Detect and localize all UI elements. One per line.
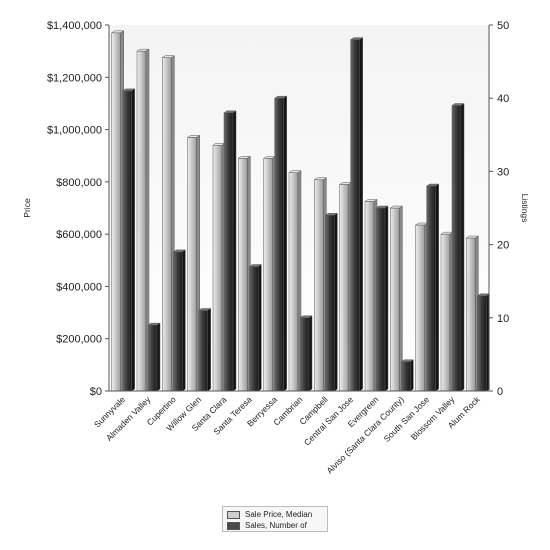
sales-bar <box>197 308 212 392</box>
price-bar <box>313 177 328 392</box>
price-bar <box>161 55 176 392</box>
sales-bar <box>375 205 389 392</box>
price-bar <box>110 30 125 392</box>
y-tick-label: $1,400,000 <box>47 20 102 32</box>
y2-axis-title: Listings <box>520 194 530 223</box>
price-bar <box>262 155 277 392</box>
y2-tick-label: 0 <box>497 386 503 398</box>
y-tick-label: $1,000,000 <box>47 125 102 137</box>
sales-bar <box>324 212 339 392</box>
legend: Sale Price, Median Sales, Number of <box>222 506 328 532</box>
sales-bar <box>299 315 313 392</box>
price-bar <box>389 205 404 392</box>
price-bar <box>136 48 150 392</box>
y-tick-label: $0 <box>90 386 102 398</box>
sales-bar <box>476 293 491 392</box>
right-axis-ticks: 0 10 20 30 40 50 <box>489 20 509 398</box>
price-bar <box>465 235 480 392</box>
y-tick-label: $800,000 <box>56 177 102 189</box>
y2-tick-label: 50 <box>497 20 509 32</box>
price-bar <box>338 182 353 392</box>
sales-bar <box>248 264 263 392</box>
sales-bar <box>400 359 415 392</box>
price-bar <box>364 198 378 392</box>
sales-bar <box>121 88 136 392</box>
y2-tick-label: 40 <box>497 93 509 105</box>
y2-tick-label: 20 <box>497 240 509 252</box>
y-tick-label: $400,000 <box>56 281 102 293</box>
y2-tick-label: 30 <box>497 166 509 178</box>
y2-tick-label: 10 <box>497 313 509 325</box>
price-bar <box>288 170 302 392</box>
legend-label-sales: Sales, Number of <box>245 521 307 530</box>
price-bar <box>414 222 429 392</box>
y-tick-label: $200,000 <box>56 334 102 346</box>
legend-label-price: Sale Price, Median <box>245 510 313 519</box>
left-axis-ticks: $0 $200,000 $400,000 $600,000 $800,000 $1,000… <box>47 20 109 398</box>
sales-bar <box>223 110 237 392</box>
legend-item-sales: Sales, Number of <box>227 520 323 531</box>
legend-item-price: Sale Price, Median <box>227 509 323 520</box>
y-tick-label: $600,000 <box>56 229 102 241</box>
price-bar <box>212 142 226 392</box>
sales-bar <box>425 183 440 392</box>
y-axis-title: Price <box>22 198 32 218</box>
legend-swatch-price <box>227 510 240 519</box>
legend-swatch-sales <box>227 521 240 530</box>
sales-bar <box>349 37 364 392</box>
price-bar <box>186 134 201 392</box>
price-bar <box>440 231 454 392</box>
sales-bar <box>451 103 465 392</box>
sales-bar <box>147 322 161 392</box>
sales-bar <box>273 95 288 392</box>
y-tick-label: $1,200,000 <box>47 72 102 84</box>
price-bar <box>237 155 252 392</box>
bars-group <box>110 30 491 392</box>
sales-bar <box>172 249 187 392</box>
